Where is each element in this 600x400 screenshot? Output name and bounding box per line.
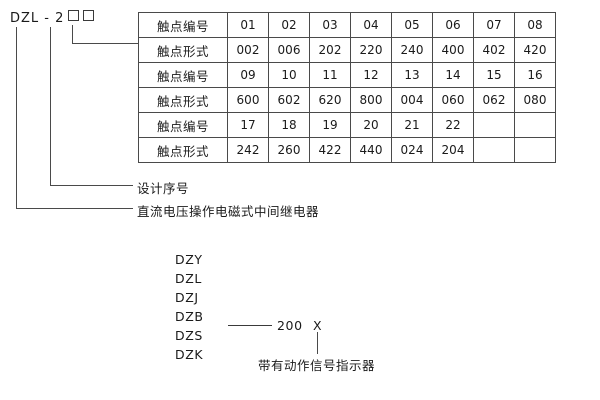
table-cell: 03 <box>309 12 351 38</box>
table-cell: 260 <box>268 137 310 163</box>
table-cell: 08 <box>514 12 556 38</box>
row-header: 触点编号 <box>138 12 228 38</box>
list-item: DZK <box>175 347 204 362</box>
list-item: DZY <box>175 252 203 267</box>
table-row: 触点编号 17 18 19 20 21 22 <box>138 112 556 138</box>
row-header: 触点编号 <box>138 62 228 88</box>
table-row: 触点形式 242 260 422 440 024 204 <box>138 137 556 163</box>
table-cell: 18 <box>268 112 310 138</box>
table-cell: 600 <box>227 87 269 113</box>
leader-line-2-horizontal <box>50 185 133 186</box>
table-cell-empty <box>514 112 556 138</box>
table-cell: 620 <box>309 87 351 113</box>
table-cell: 10 <box>268 62 310 88</box>
table-cell: 242 <box>227 137 269 163</box>
table-cell: 12 <box>350 62 392 88</box>
leader-line-2-vertical <box>50 27 51 186</box>
table-cell: 02 <box>268 12 310 38</box>
table-cell: 01 <box>227 12 269 38</box>
model-code: DZL - 2 <box>10 10 95 26</box>
table-cell: 420 <box>514 37 556 63</box>
table-cell: 422 <box>309 137 351 163</box>
table-cell: 080 <box>514 87 556 113</box>
table-cell: 15 <box>473 62 515 88</box>
table-cell: 402 <box>473 37 515 63</box>
table-cell: 202 <box>309 37 351 63</box>
leader-line-3-horizontal <box>72 43 138 44</box>
table-cell: 14 <box>432 62 474 88</box>
list-item: DZL <box>175 271 202 286</box>
placeholder-box-1 <box>68 10 80 21</box>
list-item: DZS <box>175 328 203 343</box>
design-serial-label: 设计序号 <box>137 181 190 196</box>
table-cell: 024 <box>391 137 433 163</box>
table-cell: 06 <box>432 12 474 38</box>
table-cell: 800 <box>350 87 392 113</box>
table-cell: 004 <box>391 87 433 113</box>
list-item: DZB <box>175 309 204 324</box>
table-cell-empty <box>473 112 515 138</box>
table-cell: 16 <box>514 62 556 88</box>
row-header: 触点形式 <box>138 87 228 113</box>
table-cell: 21 <box>391 112 433 138</box>
contact-table-body: 触点编号 01 02 03 04 05 06 07 08 触点形式 002 00… <box>138 12 556 163</box>
table-cell: 006 <box>268 37 310 63</box>
leader-line-3-vertical <box>72 25 73 44</box>
series-list: DZY DZL DZJ DZB DZS DZK <box>175 250 204 364</box>
relay-description-label: 直流电压操作电磁式中间继电器 <box>137 204 320 219</box>
table-cell-empty <box>473 137 515 163</box>
suffix-leader-line <box>317 332 318 354</box>
table-cell: 17 <box>227 112 269 138</box>
table-cell: 062 <box>473 87 515 113</box>
list-item: DZJ <box>175 290 199 305</box>
leader-line-1-vertical <box>16 27 17 209</box>
table-cell: 13 <box>391 62 433 88</box>
table-row: 触点形式 002 006 202 220 240 400 402 420 <box>138 37 556 63</box>
table-row: 触点形式 600 602 620 800 004 060 062 080 <box>138 87 556 113</box>
table-cell: 20 <box>350 112 392 138</box>
leader-line-1-horizontal <box>16 208 133 209</box>
table-row: 触点编号 09 10 11 12 13 14 15 16 <box>138 62 556 88</box>
table-cell: 05 <box>391 12 433 38</box>
indicator-note-label: 带有动作信号指示器 <box>258 358 376 373</box>
table-cell: 09 <box>227 62 269 88</box>
row-header: 触点形式 <box>138 137 228 163</box>
table-cell: 440 <box>350 137 392 163</box>
table-cell: 204 <box>432 137 474 163</box>
table-cell: 602 <box>268 87 310 113</box>
table-cell: 400 <box>432 37 474 63</box>
table-cell: 240 <box>391 37 433 63</box>
model-code-text: DZL - 2 <box>10 11 65 26</box>
table-cell: 07 <box>473 12 515 38</box>
row-header: 触点编号 <box>138 112 228 138</box>
series-suffix-label: X <box>313 318 322 333</box>
table-cell: 002 <box>227 37 269 63</box>
placeholder-box-2 <box>83 10 95 21</box>
table-row: 触点编号 01 02 03 04 05 06 07 08 <box>138 12 556 38</box>
table-cell: 19 <box>309 112 351 138</box>
table-cell: 04 <box>350 12 392 38</box>
contact-table: 触点编号 01 02 03 04 05 06 07 08 触点形式 002 00… <box>138 12 556 163</box>
table-cell: 22 <box>432 112 474 138</box>
series-connector-line <box>228 325 272 326</box>
table-cell: 060 <box>432 87 474 113</box>
series-code-label: 200 <box>277 318 303 333</box>
row-header: 触点形式 <box>138 37 228 63</box>
table-cell: 11 <box>309 62 351 88</box>
table-cell-empty <box>514 137 556 163</box>
table-cell: 220 <box>350 37 392 63</box>
